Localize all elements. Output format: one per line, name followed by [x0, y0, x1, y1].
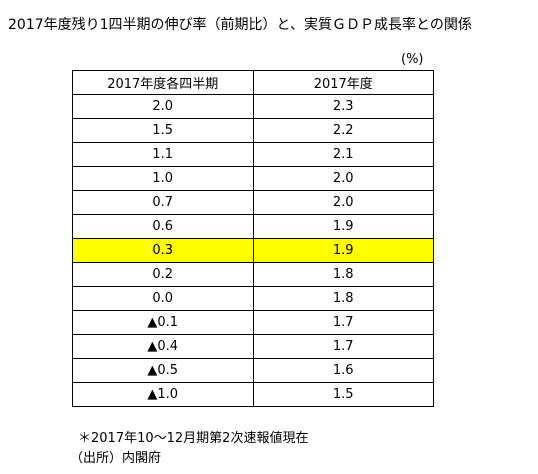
table-row: 2.0 2.3	[72, 94, 434, 119]
table-row: 1.5 2.2	[72, 118, 434, 143]
table-row: 1.1 2.1	[72, 142, 434, 167]
quarter-growth-cell: ▲1.0	[72, 382, 254, 407]
fiscal-year-growth-cell: 2.0	[252, 166, 434, 191]
table-row: ▲0.4 1.7	[72, 334, 434, 359]
table-row: 0.2 1.8	[72, 262, 434, 287]
fiscal-year-growth-cell: 2.1	[252, 142, 434, 167]
fiscal-year-growth-cell: 1.5	[252, 382, 434, 407]
source-note: （出所）内閣府	[70, 451, 162, 466]
quarter-growth-cell: 0.7	[72, 190, 254, 215]
table-row: ▲0.5 1.6	[72, 358, 434, 383]
fiscal-year-growth-cell: 1.6	[252, 358, 434, 383]
header-fiscal-year: 2017年度	[252, 70, 434, 95]
fiscal-year-growth-cell: 1.8	[252, 286, 434, 311]
growth-table: 2017年度各四半期 2017年度 2.0 2.3 1.5 2.2 1.1 2.1 1.0 2…	[72, 70, 434, 407]
table-row: ▲0.1 1.7	[72, 310, 434, 335]
quarter-growth-cell: 1.0	[72, 166, 254, 191]
fiscal-year-growth-cell: 1.9	[252, 214, 434, 239]
quarter-growth-cell: 0.0	[72, 286, 254, 311]
table-row: 1.0 2.0	[72, 166, 434, 191]
fiscal-year-growth-cell: 2.0	[252, 190, 434, 215]
quarter-growth-cell: 1.5	[72, 118, 254, 143]
header-quarterly: 2017年度各四半期	[72, 70, 254, 95]
quarter-growth-cell: ▲0.5	[72, 358, 254, 383]
table-row: 0.6 1.9	[72, 214, 434, 239]
unit-label: (%)	[401, 52, 424, 67]
table-row: ▲1.0 1.5	[72, 382, 434, 407]
page-title: 2017年度残り1四半期の伸び率（前期比）と、実質ＧＤＰ成長率との関係	[8, 17, 472, 33]
table-header-row: 2017年度各四半期 2017年度	[72, 70, 434, 95]
quarter-growth-cell: ▲0.1	[72, 310, 254, 335]
quarter-growth-cell: 1.1	[72, 142, 254, 167]
quarter-growth-cell: 2.0	[72, 94, 254, 119]
quarter-growth-cell: 0.3	[72, 238, 254, 263]
quarter-growth-cell: 0.6	[72, 214, 254, 239]
quarter-growth-cell: ▲0.4	[72, 334, 254, 359]
footnote: ＊2017年10～12月期第2次速報値現在	[78, 431, 309, 446]
table-body: 2.0 2.3 1.5 2.2 1.1 2.1 1.0 2.0 0.7 2.0 0.6 1.9 0.3 1…	[72, 94, 434, 407]
fiscal-year-growth-cell: 2.3	[252, 94, 434, 119]
fiscal-year-growth-cell: 1.8	[252, 262, 434, 287]
table-row: 0.3 1.9	[72, 238, 434, 263]
table-row: 0.7 2.0	[72, 190, 434, 215]
fiscal-year-growth-cell: 1.9	[252, 238, 434, 263]
fiscal-year-growth-cell: 1.7	[252, 334, 434, 359]
fiscal-year-growth-cell: 1.7	[252, 310, 434, 335]
table-row: 0.0 1.8	[72, 286, 434, 311]
quarter-growth-cell: 0.2	[72, 262, 254, 287]
fiscal-year-growth-cell: 2.2	[252, 118, 434, 143]
